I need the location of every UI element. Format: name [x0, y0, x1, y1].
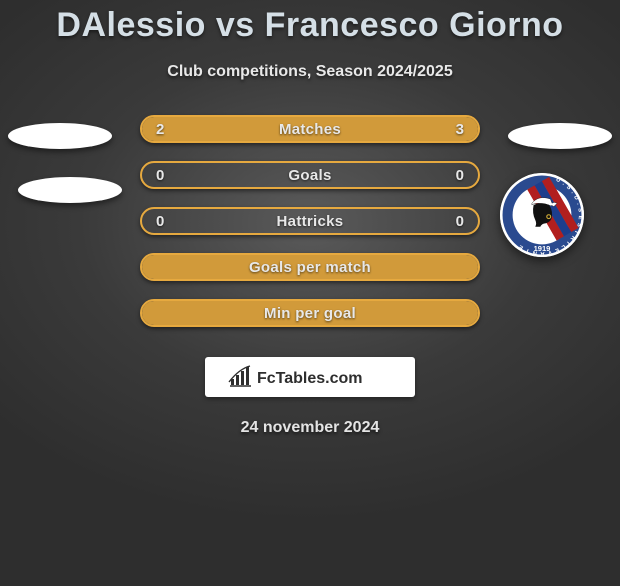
stat-row-goals-per-match: Goals per match [140, 253, 480, 281]
page-subtitle: Club competitions, Season 2024/2025 [0, 63, 620, 81]
stat-label: Goals [142, 163, 478, 187]
stat-value-right: 0 [456, 163, 464, 187]
brand-badge: FcTables.com [205, 357, 415, 397]
club-crest: U . S . D . S E S T R I L E V A N T E 19… [500, 173, 584, 257]
brand-text: FcTables.com [257, 370, 363, 387]
stat-row-goals: Goals0 0 [140, 161, 480, 189]
page-title: DAlessio vs Francesco Giorno [0, 6, 620, 45]
stat-row-min-per-goal: Min per goal [140, 299, 480, 327]
stat-row-hattricks: Hattricks0 0 [140, 207, 480, 235]
stat-label: Hattricks [142, 209, 478, 233]
stat-value-right: 0 [456, 209, 464, 233]
stat-label: Goals per match [142, 255, 478, 279]
stat-value-left: 0 [156, 209, 164, 233]
footer-date: 24 november 2024 [0, 419, 620, 437]
stat-label: Min per goal [142, 301, 478, 325]
left-player-oval-2 [18, 177, 122, 203]
stat-value-left: 2 [156, 117, 164, 141]
right-player-oval-1 [508, 123, 612, 149]
stat-rows: Matches23Goals00Hattricks00Goals per mat… [140, 115, 480, 345]
stat-label: Matches [142, 117, 478, 141]
stat-value-left: 0 [156, 163, 164, 187]
comparison-stage: U . S . D . S E S T R I L E V A N T E 19… [0, 115, 620, 335]
stat-value-right: 3 [456, 117, 464, 141]
left-player-oval-1 [8, 123, 112, 149]
crest-year: 1919 [534, 244, 551, 253]
stat-row-matches: Matches2 3 [140, 115, 480, 143]
